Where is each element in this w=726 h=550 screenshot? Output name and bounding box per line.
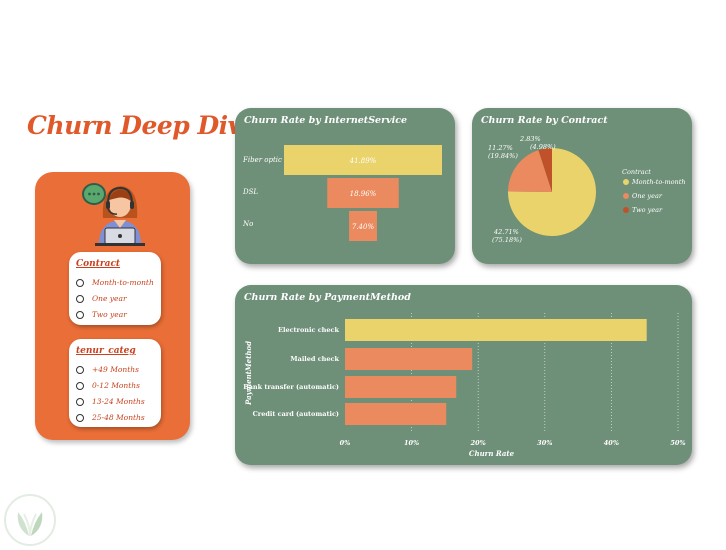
category-label: No: [243, 220, 254, 228]
x-tick-label: 20%: [470, 439, 486, 447]
x-tick-label: 10%: [404, 439, 419, 447]
page-title: Churn Deep Dive: [27, 111, 258, 140]
slice-label: 11.27%: [488, 144, 513, 152]
funnel-bar: [349, 211, 377, 241]
legend-item: Month-to-month: [631, 178, 686, 186]
radio-icon: [76, 278, 84, 287]
x-tick-label: 50%: [670, 439, 685, 447]
x-tick-label: 40%: [604, 439, 619, 447]
payment-method-chart-title: Churn Rate by PaymentMethod: [244, 292, 411, 303]
internet-service-funnel-chart: 41.89% 18.96% 7.40%: [284, 145, 442, 241]
y-tick-label: Mailed check: [290, 355, 339, 363]
y-tick-label: Credit card (automatic): [253, 410, 339, 418]
x-tick-label: 30%: [537, 439, 552, 447]
filter-panel: Contract Month-to-month One year Two yea…: [35, 172, 190, 440]
legend-item: Two year: [632, 206, 663, 214]
x-tick-label: 0%: [340, 439, 351, 447]
y-tick-label: Bank transfer (automatic): [243, 383, 339, 391]
radio-icon: [76, 397, 84, 406]
funnel-bar: [327, 178, 399, 208]
payment-bar: [345, 319, 647, 341]
radio-icon: [76, 310, 84, 319]
x-axis-label: Churn Rate: [469, 449, 515, 458]
pie-slice: [538, 148, 552, 192]
internet-service-chart-title: Churn Rate by InternetService: [244, 115, 408, 126]
legend-marker: [623, 207, 629, 213]
tenure-option-25-48[interactable]: 25-48 Months: [76, 413, 145, 422]
tenure-slicer: tenur_categ +49 Months 0-12 Months 13-24…: [69, 339, 161, 427]
payment-bar: [345, 348, 473, 370]
contract-option-two-year[interactable]: Two year: [76, 310, 127, 319]
legend-title: Contract: [622, 168, 651, 176]
slice-label: 42.71%: [493, 228, 519, 236]
internet-service-card: Churn Rate by InternetService Fiber opti…: [235, 108, 455, 264]
contract-pie-chart: 42.71%(75.18%) 11.27%(19.84%) 2.83%(4.98%)…: [488, 135, 686, 244]
tenure-slicer-title: tenur_categ: [76, 346, 136, 356]
legend-marker: [623, 179, 629, 185]
payment-method-bar-chart: 0% 10% 20% 30% 40% 50% Electronic check Mailed …: [243, 313, 686, 458]
data-label: 18.96%: [350, 190, 377, 198]
data-label: 41.89%: [349, 157, 377, 165]
radio-icon: [76, 381, 84, 390]
contract-option-month-to-month[interactable]: Month-to-month: [76, 278, 154, 287]
slice-label-share: (4.98%): [530, 143, 556, 151]
y-axis-label: PaymentMethod: [244, 341, 253, 406]
tenure-option-49plus[interactable]: +49 Months: [76, 365, 139, 374]
payment-bar: [345, 376, 457, 398]
contract-option-one-year[interactable]: One year: [76, 294, 127, 303]
contract-slicer: Contract Month-to-month One year Two yea…: [69, 252, 161, 325]
legend-marker: [623, 193, 629, 199]
category-label: Fiber optic: [243, 156, 282, 164]
tenure-option-0-12[interactable]: 0-12 Months: [76, 381, 140, 390]
support-agent-icon: [82, 183, 145, 246]
payment-method-card: Churn Rate by PaymentMethod 0% 10% 20% 30% 4…: [235, 285, 692, 465]
legend-item: One year: [632, 192, 663, 200]
funnel-bar: [284, 145, 442, 175]
slice-label-share: (19.84%): [488, 152, 518, 160]
category-label: DSL: [243, 188, 259, 196]
radio-icon: [76, 294, 84, 303]
slice-label-share: (75.18%): [492, 236, 522, 244]
data-label: 7.40%: [352, 223, 375, 231]
contract-chart-title: Churn Rate by Contract: [481, 115, 608, 126]
contract-slicer-title: Contract: [76, 259, 121, 269]
brand-logo-icon: [4, 494, 56, 546]
pie-slice: [508, 148, 596, 237]
y-tick-label: Electronic check: [278, 326, 339, 334]
radio-icon: [76, 413, 84, 422]
slice-label: 2.83%: [519, 135, 541, 143]
payment-bar: [345, 403, 447, 425]
pie-slice: [508, 150, 552, 192]
contract-card: Churn Rate by Contract 42.71% (75.18%) 11.…: [472, 108, 692, 264]
radio-icon: [76, 365, 84, 374]
tenure-option-13-24[interactable]: 13-24 Months: [76, 397, 145, 406]
